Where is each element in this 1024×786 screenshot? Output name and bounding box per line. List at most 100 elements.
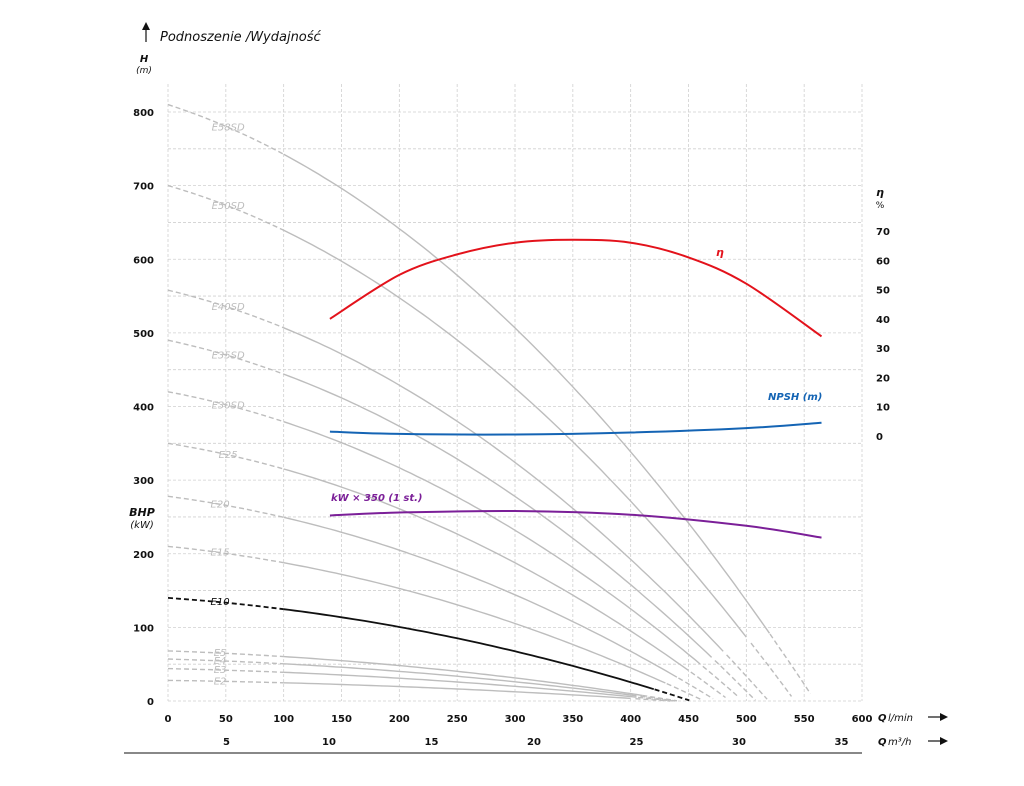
head-curve-dashed [654, 688, 690, 702]
x-axis-unit: l/min [888, 713, 913, 724]
x2-axis-unit: m³/h [888, 737, 911, 748]
y-tick-label: 400 [133, 403, 154, 414]
x-tick-label: 600 [852, 714, 873, 725]
eta-curve [329, 238, 823, 338]
x-tick-label: 550 [794, 714, 815, 725]
y-tick-label: 700 [133, 182, 154, 193]
y-tick-label: 200 [133, 550, 154, 561]
x2-tick-label: 15 [425, 737, 439, 748]
y-tick-label: 800 [133, 108, 154, 119]
head-curve [283, 562, 666, 684]
head-curve [283, 153, 771, 634]
head-curve-label: E35SD [212, 351, 245, 362]
head-curve-label: E2 [214, 676, 227, 687]
head-curve-dashed [714, 659, 756, 701]
bhp-unit: (kW) [130, 520, 153, 531]
head-curve-dashed [167, 658, 284, 665]
head-curve [283, 608, 655, 691]
head-curve-label: E15 [211, 548, 230, 559]
head-curve-dashed [635, 698, 671, 702]
head-curve-label: E25 [219, 450, 238, 461]
head-curve [283, 671, 637, 698]
head-curve-dashed [678, 677, 714, 700]
y2-tick-label: 10 [876, 403, 890, 414]
x-tick-label: 0 [165, 714, 172, 725]
y2-tick-label: 30 [876, 344, 890, 355]
chart-title: Podnoszenie /Wydajność [160, 30, 322, 45]
head-curve-label: E10 [211, 597, 230, 608]
head-curve-dashed [167, 289, 284, 329]
x-tick-label: 400 [620, 714, 641, 725]
title-group: Podnoszenie /Wydajność [142, 22, 322, 45]
head-curve [283, 327, 724, 652]
head-curve-dashed [640, 695, 676, 702]
npsh-series-label: NPSH (m) [768, 392, 822, 403]
right-axis-unit: % [876, 201, 885, 211]
x-tick-label: 350 [562, 714, 583, 725]
right-arrow-icon [928, 737, 948, 745]
head-curve-label: E40SD [212, 302, 245, 313]
head-curve-label: E20 [211, 499, 230, 510]
head-curve [283, 421, 701, 665]
x-tick-label: 50 [219, 714, 233, 725]
head-curve-label: E3 [214, 665, 227, 676]
head-curve-dashed [167, 545, 284, 564]
head-curve-dashed [638, 696, 673, 702]
x2-tick-label: 25 [630, 737, 644, 748]
head-curve-dashed [726, 654, 768, 700]
x2-tick-label: 5 [223, 737, 230, 748]
data-series [329, 238, 823, 539]
head-curve [283, 682, 631, 700]
head-curves: E58SDE50SDE40SDE35SDE30SDE25E20E15E10E5E… [167, 103, 811, 702]
y2-tick-label: 70 [876, 227, 890, 238]
y-tick-label: 500 [133, 329, 154, 340]
x2-tick-label: 10 [322, 737, 336, 748]
x-axis-label: Q [878, 713, 887, 724]
head-curve-dashed [167, 103, 285, 155]
x2-axis-label: Q [878, 737, 887, 748]
y2-tick-label: 60 [876, 256, 890, 267]
y2-tick-label: 50 [876, 286, 890, 297]
kw-series-label: kW × 350 (1 st.) [331, 493, 423, 504]
head-curve-dashed [167, 650, 284, 658]
head-curve-dashed [642, 694, 678, 702]
head-curve-dashed [666, 682, 702, 701]
y-tick-label: 600 [133, 255, 154, 266]
head-curve-label: E4 [214, 656, 227, 667]
head-curve [283, 663, 637, 697]
up-arrow-icon [142, 22, 150, 30]
y-tick-label: 100 [133, 623, 154, 634]
x-tick-label: 250 [447, 714, 468, 725]
head-curve [283, 468, 689, 671]
x-tick-label: 450 [678, 714, 699, 725]
tick-labels: 0100200300400500600700800010203040506070… [133, 108, 890, 748]
kw-curve [329, 509, 822, 539]
head-curve-dashed [167, 597, 284, 611]
x2-tick-label: 35 [835, 737, 849, 748]
y2-tick-label: 0 [876, 432, 883, 443]
y-tick-label: 300 [133, 476, 154, 487]
head-curve [283, 373, 713, 658]
npsh-curve [329, 421, 822, 436]
head-curve-label: E5 [214, 648, 227, 659]
x-tick-label: 100 [273, 714, 294, 725]
right-axis-label: η [876, 186, 884, 199]
head-curve [283, 655, 643, 697]
head-curve-dashed [167, 442, 284, 470]
bhp-label: BHP [129, 506, 155, 519]
head-curve-dashed [167, 339, 284, 375]
head-curve-dashed [690, 671, 726, 699]
y2-tick-label: 40 [876, 315, 890, 326]
head-curve [283, 229, 747, 638]
x2-tick-label: 30 [732, 737, 746, 748]
x-tick-label: 150 [331, 714, 352, 725]
head-curve-dashed [167, 391, 284, 423]
head-curve-dashed [750, 642, 793, 697]
head-curve [283, 516, 678, 678]
head-curve-label: E50SD [212, 201, 245, 212]
right-arrow-icon [928, 713, 948, 721]
head-curve-dashed [702, 665, 738, 697]
left-axis-label: H [140, 54, 149, 65]
eta-series-label: η [716, 246, 724, 259]
